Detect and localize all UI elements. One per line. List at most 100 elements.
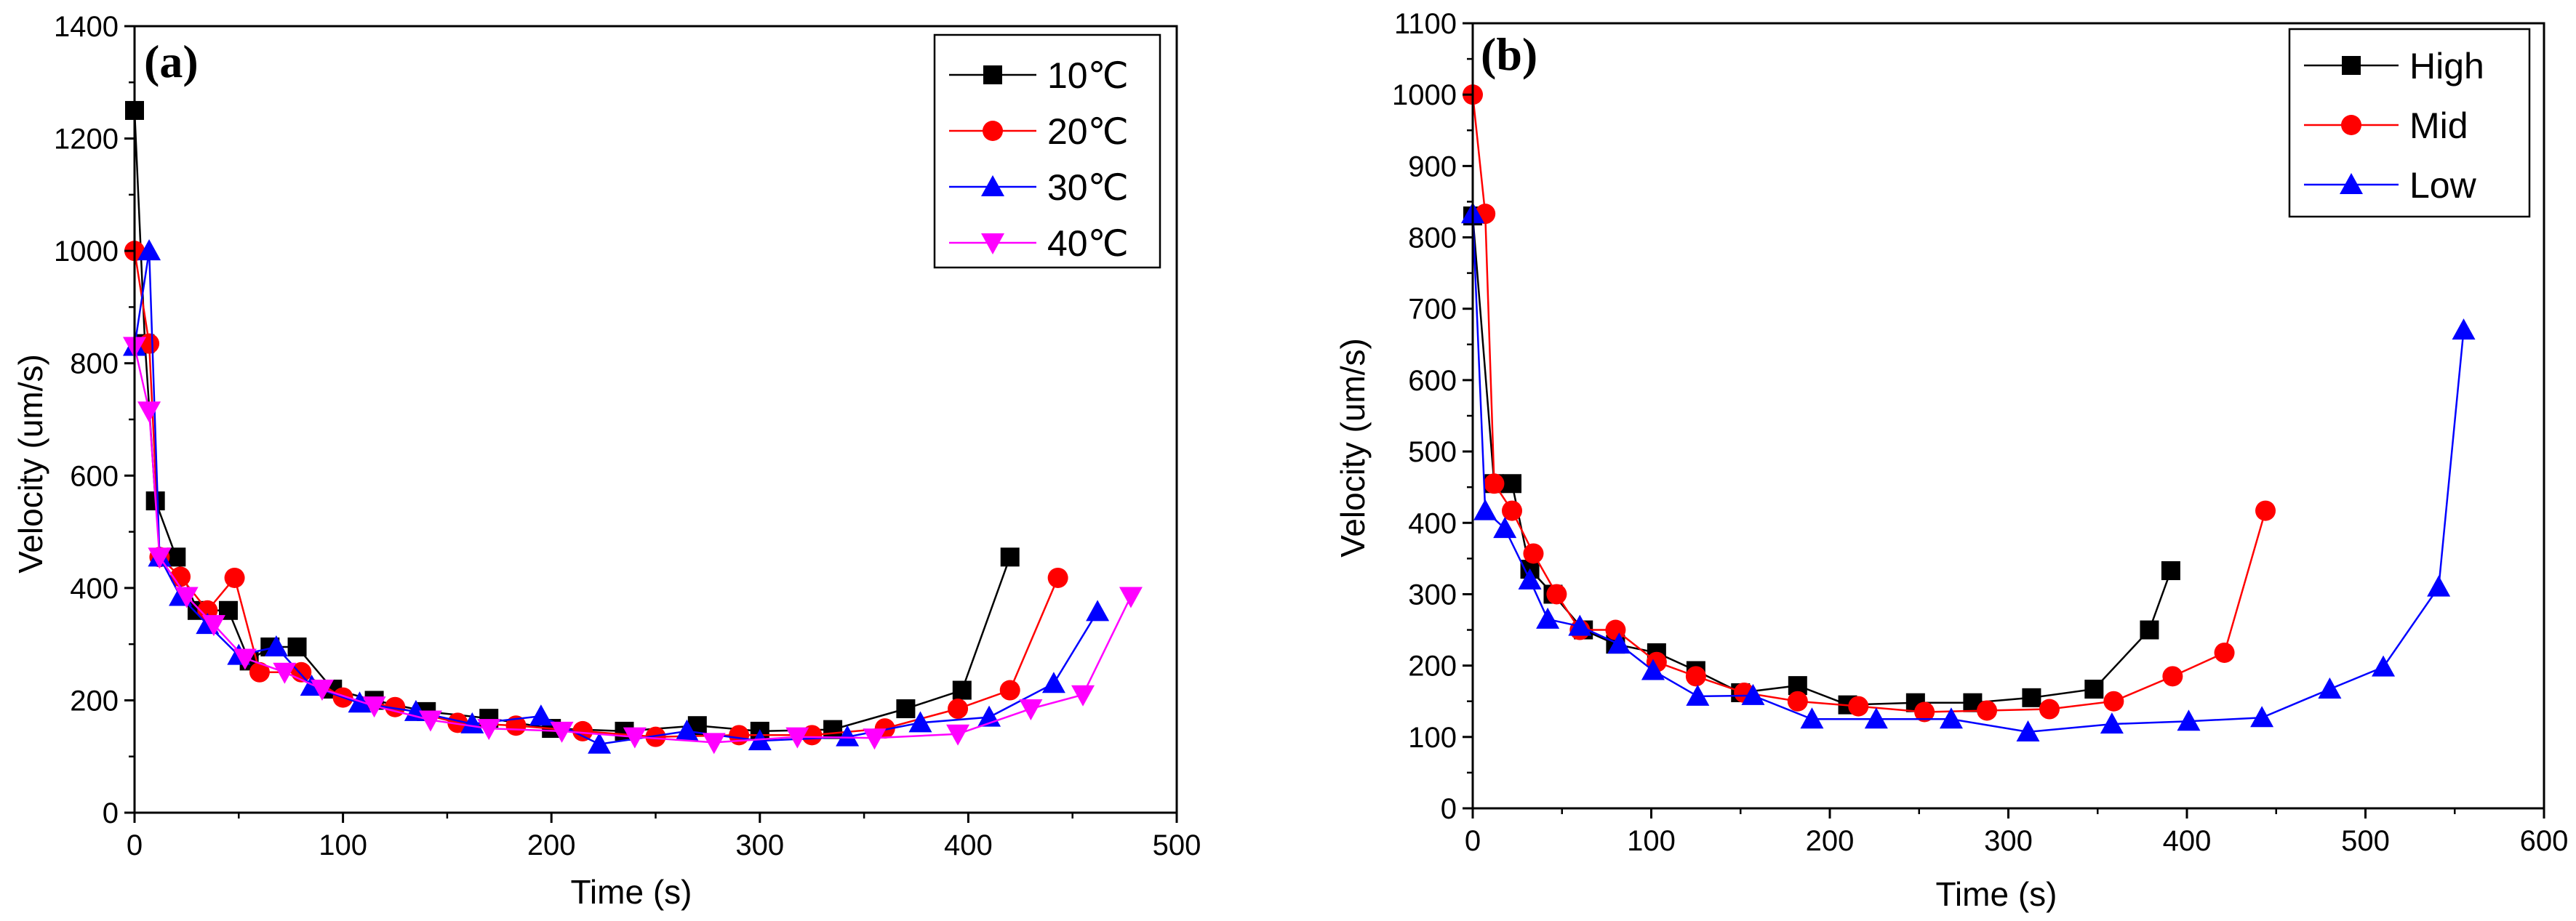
panel-b-y-tick-label-2: 200 xyxy=(1408,651,1457,683)
panel-b-series-0 xyxy=(1463,206,2180,715)
panel-b-x-tick-label-5: 500 xyxy=(2341,825,2390,857)
panel-a-series-2-point-6 xyxy=(264,635,288,657)
panel-b-series-1-point-9 xyxy=(1685,666,1706,687)
panel-a-series-3-point-5 xyxy=(233,648,257,670)
panel-b-x-tick-label-4: 400 xyxy=(2163,825,2212,857)
panel-a-series-1-point-3 xyxy=(170,566,191,587)
panel-a-x-tick-label-2: 200 xyxy=(527,829,576,861)
panel-b-y-tick-label-7: 700 xyxy=(1408,294,1457,326)
panel-a-y-tick-label-4: 800 xyxy=(70,348,119,380)
panel-a-series-1-point-19 xyxy=(1047,567,1068,588)
panel-b-legend: High Mid Low xyxy=(2288,28,2531,218)
panel-a-legend: 10℃ 20℃ 30℃ 40℃ xyxy=(933,33,1161,269)
panel-b-legend-label-1: Mid xyxy=(2409,105,2468,146)
panel-a-series-1-line xyxy=(133,250,1059,738)
panel-b-series-2-point-2 xyxy=(1493,517,1517,539)
panel-a-series-0-point-17 xyxy=(823,720,843,739)
panel-b-legend-label-0: High xyxy=(2409,46,2484,87)
panel-b-y-tick-label-3: 300 xyxy=(1408,579,1457,611)
panel-a-series-3-point-15 xyxy=(863,728,887,750)
panel-a-series-3-point-10 xyxy=(477,719,501,741)
panel-b-series-2-point-9 xyxy=(1741,683,1765,705)
panel-a-y-axis-title: Velocity (um/s) xyxy=(12,354,49,574)
panel-b-series-2-point-14 xyxy=(2100,712,2124,734)
panel-a-series-0-point-3 xyxy=(167,547,186,567)
panel-b-series-2-point-16 xyxy=(2250,706,2274,728)
panel-a-series-3-point-4 xyxy=(201,615,225,637)
panel-b-series-1-point-11 xyxy=(1787,691,1808,712)
panel-b-series-1-point-16 xyxy=(2103,691,2124,712)
panel-b-series-1-point-7 xyxy=(1605,619,1626,640)
panel-b-series-2-line xyxy=(1471,214,2465,733)
panel-a-series-3-point-18 xyxy=(1071,685,1095,707)
panel-b-x-tick-label-1: 100 xyxy=(1627,825,1676,857)
panel-a-series-2-point-11 xyxy=(529,704,553,726)
panel-b-series-2-point-18 xyxy=(2372,655,2396,677)
panel-b-series-1-point-4 xyxy=(1523,543,1544,564)
panel-a-series-0 xyxy=(125,100,1020,741)
panel-a-series-1-point-18 xyxy=(999,680,1020,701)
panel-a-x-tick-label-1: 100 xyxy=(319,829,367,861)
panel-a-x-tick-label-5: 500 xyxy=(1153,829,1201,861)
panel-a-series-2-point-12 xyxy=(588,732,612,754)
panel-a-series-0-point-8 xyxy=(287,638,307,657)
panel-a-series-3-point-14 xyxy=(785,727,809,749)
panel-a-y-tick-label-1: 200 xyxy=(70,685,119,717)
panel-b-x-tick-label-3: 300 xyxy=(1984,825,2033,857)
panel-a-legend-marker-3 xyxy=(981,233,1004,254)
panel-a-series-3-point-19 xyxy=(1119,587,1143,608)
panel-b-series-2-point-15 xyxy=(2177,709,2201,731)
panel-a-series-3-line xyxy=(133,346,1132,744)
panel-b-legend-marker-1 xyxy=(2341,115,2361,135)
panel-b-series-2-point-7 xyxy=(1641,659,1665,680)
panel-a-series-1-point-13 xyxy=(645,726,666,747)
panel-a-series-3-point-11 xyxy=(550,721,574,743)
panel-a-series-1-point-5 xyxy=(224,567,245,588)
panel-a-legend-marker-0 xyxy=(983,65,1002,84)
chart-panel-b: (b) Time (s) Velocity (um/s) 0 100 200 300 4… xyxy=(1334,8,2568,913)
panel-a-x-tick-label-3: 300 xyxy=(735,829,784,861)
panel-b-series-2-point-13 xyxy=(2016,720,2040,741)
panel-b-y-tick-label-8: 800 xyxy=(1408,222,1457,254)
panel-a-series-3-point-6 xyxy=(273,662,297,684)
panel-b-series-1-point-13 xyxy=(1914,701,1935,723)
panel-a-series-3-point-9 xyxy=(418,710,442,732)
panel-b-label: (b) xyxy=(1481,28,1537,80)
panel-b-series-2 xyxy=(1461,202,2476,741)
panel-a-series-3-point-7 xyxy=(310,679,334,701)
panel-a-label: (a) xyxy=(144,36,199,87)
panel-b-series-2-point-11 xyxy=(1864,707,1888,729)
panel-a-legend-label-1: 20℃ xyxy=(1047,111,1129,152)
panel-a-x-tick-label-0: 0 xyxy=(127,829,143,861)
panel-a-series-1-point-6 xyxy=(249,661,270,683)
panel-a-y-tick-label-0: 0 xyxy=(103,797,119,829)
panel-b-series-0-point-14 xyxy=(2022,688,2041,707)
panel-a-series-3 xyxy=(123,337,1143,755)
panel-a-series-3-point-1 xyxy=(137,401,161,423)
panel-a-series-1-point-10 xyxy=(447,712,468,733)
panel-b-legend-marker-0 xyxy=(2342,56,2361,75)
panel-a-series-0-point-18 xyxy=(896,699,916,719)
panel-a-series-2 xyxy=(123,239,1110,754)
panel-a-series-3-point-13 xyxy=(702,733,726,755)
panel-a-legend-marker-1 xyxy=(983,121,1003,141)
panel-a-legend-marker-2 xyxy=(981,175,1004,196)
panel-b-x-tick-label-6: 600 xyxy=(2520,825,2569,857)
panel-b-series-2-point-10 xyxy=(1800,707,1824,729)
panel-a-series-2-point-10 xyxy=(460,712,484,733)
panel-b-series-1-point-14 xyxy=(1977,700,1998,721)
panel-a-series-2-point-18 xyxy=(1041,672,1065,693)
panel-b-series-0-point-2 xyxy=(1503,474,1522,494)
panel-a-x-tick-label-4: 400 xyxy=(944,829,993,861)
panel-b-series-0-point-15 xyxy=(2084,680,2104,699)
panel-a-legend-label-3: 40℃ xyxy=(1047,223,1129,264)
panel-b-y-tick-label-4: 400 xyxy=(1408,507,1457,539)
panel-a-series-3-point-3 xyxy=(175,587,199,608)
panel-a-series-3-point-8 xyxy=(362,696,386,718)
panel-b-legend-marker-2 xyxy=(2340,173,2363,194)
panel-b-series-1-point-5 xyxy=(1546,584,1567,605)
panel-b-series-2-point-3 xyxy=(1518,568,1542,590)
panel-b-series-2-point-8 xyxy=(1686,684,1710,706)
panel-b-series-2-point-17 xyxy=(2318,677,2342,699)
